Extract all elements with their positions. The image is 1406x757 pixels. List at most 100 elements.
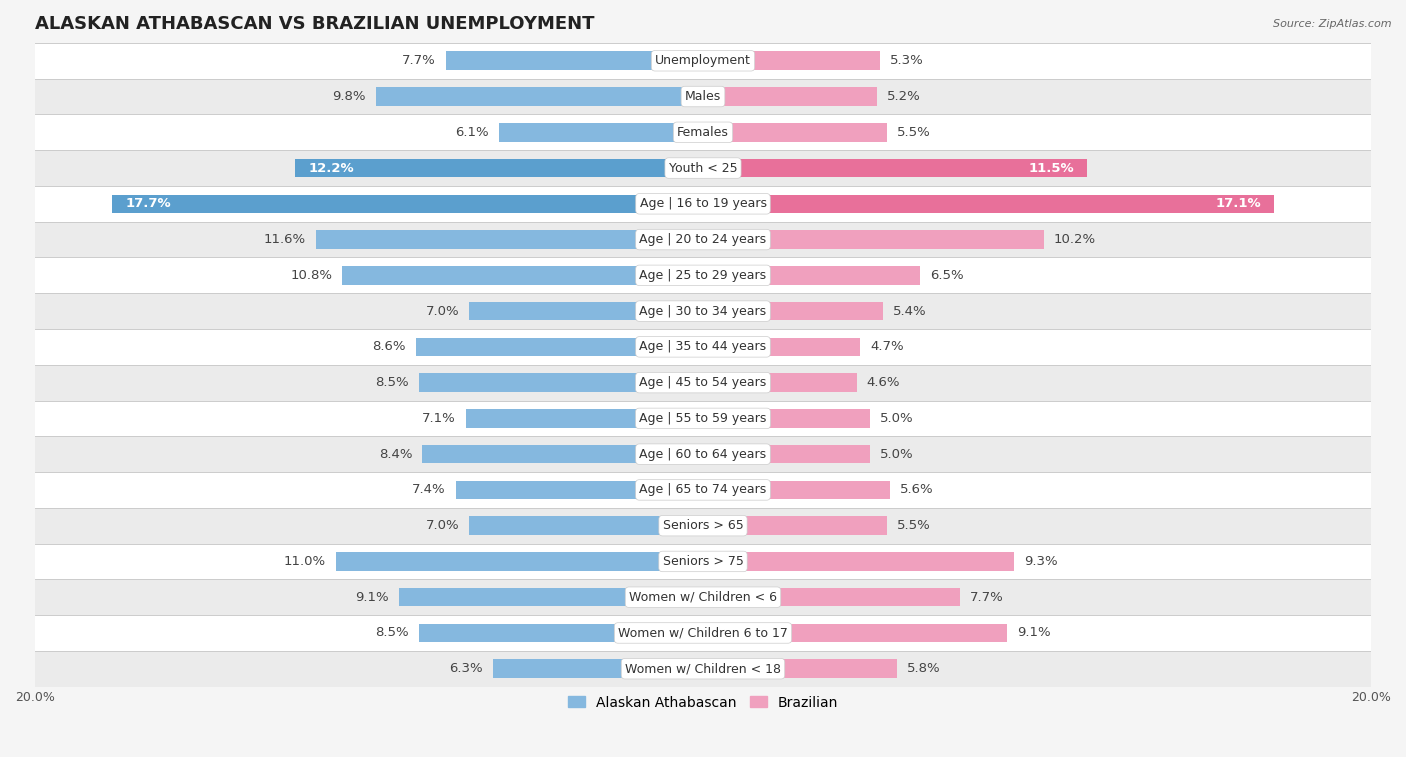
Text: 4.6%: 4.6% bbox=[866, 376, 900, 389]
Text: 7.1%: 7.1% bbox=[422, 412, 456, 425]
Bar bbox=[492, 659, 703, 678]
Bar bbox=[35, 651, 1371, 687]
Text: Males: Males bbox=[685, 90, 721, 103]
Text: Age | 65 to 74 years: Age | 65 to 74 years bbox=[640, 484, 766, 497]
Bar bbox=[35, 150, 1371, 186]
Text: 6.5%: 6.5% bbox=[931, 269, 963, 282]
Text: Source: ZipAtlas.com: Source: ZipAtlas.com bbox=[1274, 19, 1392, 29]
Text: Females: Females bbox=[678, 126, 728, 139]
Bar bbox=[703, 445, 870, 463]
Text: Age | 35 to 44 years: Age | 35 to 44 years bbox=[640, 341, 766, 354]
Bar bbox=[342, 266, 703, 285]
Text: 4.7%: 4.7% bbox=[870, 341, 904, 354]
Text: 5.0%: 5.0% bbox=[880, 412, 914, 425]
Bar bbox=[35, 508, 1371, 544]
Bar bbox=[35, 436, 1371, 472]
Bar bbox=[703, 302, 883, 320]
Text: 10.8%: 10.8% bbox=[290, 269, 332, 282]
Text: 7.0%: 7.0% bbox=[426, 304, 460, 318]
Bar bbox=[703, 409, 870, 428]
Text: Age | 55 to 59 years: Age | 55 to 59 years bbox=[640, 412, 766, 425]
Text: 5.2%: 5.2% bbox=[887, 90, 921, 103]
Text: 17.7%: 17.7% bbox=[125, 198, 170, 210]
Text: 12.2%: 12.2% bbox=[309, 161, 354, 175]
Bar bbox=[35, 579, 1371, 615]
Text: 5.3%: 5.3% bbox=[890, 55, 924, 67]
Text: 6.1%: 6.1% bbox=[456, 126, 489, 139]
Text: 8.6%: 8.6% bbox=[373, 341, 406, 354]
Bar bbox=[703, 195, 1274, 213]
Bar bbox=[703, 51, 880, 70]
Bar bbox=[703, 588, 960, 606]
Text: Unemployment: Unemployment bbox=[655, 55, 751, 67]
Bar bbox=[416, 338, 703, 356]
Bar bbox=[419, 373, 703, 392]
Bar bbox=[703, 552, 1014, 571]
Text: Age | 16 to 19 years: Age | 16 to 19 years bbox=[640, 198, 766, 210]
Bar bbox=[703, 516, 887, 535]
Bar bbox=[35, 544, 1371, 579]
Text: 5.5%: 5.5% bbox=[897, 126, 931, 139]
Bar bbox=[35, 79, 1371, 114]
Bar bbox=[35, 472, 1371, 508]
Bar bbox=[703, 266, 920, 285]
Text: Seniors > 75: Seniors > 75 bbox=[662, 555, 744, 568]
Text: Women w/ Children 6 to 17: Women w/ Children 6 to 17 bbox=[619, 627, 787, 640]
Bar bbox=[703, 373, 856, 392]
Bar bbox=[315, 230, 703, 249]
Text: 5.5%: 5.5% bbox=[897, 519, 931, 532]
Bar bbox=[703, 481, 890, 499]
Bar bbox=[35, 43, 1371, 79]
Text: Women w/ Children < 18: Women w/ Children < 18 bbox=[626, 662, 780, 675]
Bar bbox=[111, 195, 703, 213]
Bar bbox=[35, 114, 1371, 150]
Text: 10.2%: 10.2% bbox=[1053, 233, 1095, 246]
Text: 5.0%: 5.0% bbox=[880, 447, 914, 461]
Text: 5.6%: 5.6% bbox=[900, 484, 934, 497]
Bar bbox=[35, 365, 1371, 400]
Text: 8.4%: 8.4% bbox=[378, 447, 412, 461]
Text: 5.8%: 5.8% bbox=[907, 662, 941, 675]
Bar bbox=[422, 445, 703, 463]
Text: Women w/ Children < 6: Women w/ Children < 6 bbox=[628, 590, 778, 603]
Bar bbox=[456, 481, 703, 499]
Text: 7.4%: 7.4% bbox=[412, 484, 446, 497]
Text: 7.7%: 7.7% bbox=[970, 590, 1004, 603]
Text: Age | 30 to 34 years: Age | 30 to 34 years bbox=[640, 304, 766, 318]
Text: 7.7%: 7.7% bbox=[402, 55, 436, 67]
Bar bbox=[35, 257, 1371, 293]
Text: ALASKAN ATHABASCAN VS BRAZILIAN UNEMPLOYMENT: ALASKAN ATHABASCAN VS BRAZILIAN UNEMPLOY… bbox=[35, 15, 595, 33]
Bar bbox=[35, 400, 1371, 436]
Text: 5.4%: 5.4% bbox=[893, 304, 927, 318]
Text: 8.5%: 8.5% bbox=[375, 376, 409, 389]
Bar bbox=[465, 409, 703, 428]
Bar bbox=[470, 302, 703, 320]
Bar bbox=[703, 87, 877, 106]
Bar bbox=[35, 222, 1371, 257]
Text: 9.8%: 9.8% bbox=[332, 90, 366, 103]
Text: Age | 60 to 64 years: Age | 60 to 64 years bbox=[640, 447, 766, 461]
Bar bbox=[703, 230, 1043, 249]
Bar bbox=[419, 624, 703, 642]
Text: 11.0%: 11.0% bbox=[284, 555, 326, 568]
Text: 11.5%: 11.5% bbox=[1028, 161, 1074, 175]
Bar bbox=[295, 159, 703, 177]
Bar bbox=[399, 588, 703, 606]
Text: 8.5%: 8.5% bbox=[375, 627, 409, 640]
Text: 9.1%: 9.1% bbox=[356, 590, 389, 603]
Bar bbox=[336, 552, 703, 571]
Text: Youth < 25: Youth < 25 bbox=[669, 161, 737, 175]
Text: Seniors > 65: Seniors > 65 bbox=[662, 519, 744, 532]
Text: 6.3%: 6.3% bbox=[449, 662, 482, 675]
Text: Age | 25 to 29 years: Age | 25 to 29 years bbox=[640, 269, 766, 282]
Text: Age | 20 to 24 years: Age | 20 to 24 years bbox=[640, 233, 766, 246]
Bar bbox=[499, 123, 703, 142]
Legend: Alaskan Athabascan, Brazilian: Alaskan Athabascan, Brazilian bbox=[562, 690, 844, 715]
Bar bbox=[446, 51, 703, 70]
Text: 17.1%: 17.1% bbox=[1215, 198, 1261, 210]
Bar bbox=[703, 624, 1007, 642]
Bar bbox=[35, 615, 1371, 651]
Bar bbox=[703, 159, 1087, 177]
Bar bbox=[703, 659, 897, 678]
Text: 9.3%: 9.3% bbox=[1024, 555, 1057, 568]
